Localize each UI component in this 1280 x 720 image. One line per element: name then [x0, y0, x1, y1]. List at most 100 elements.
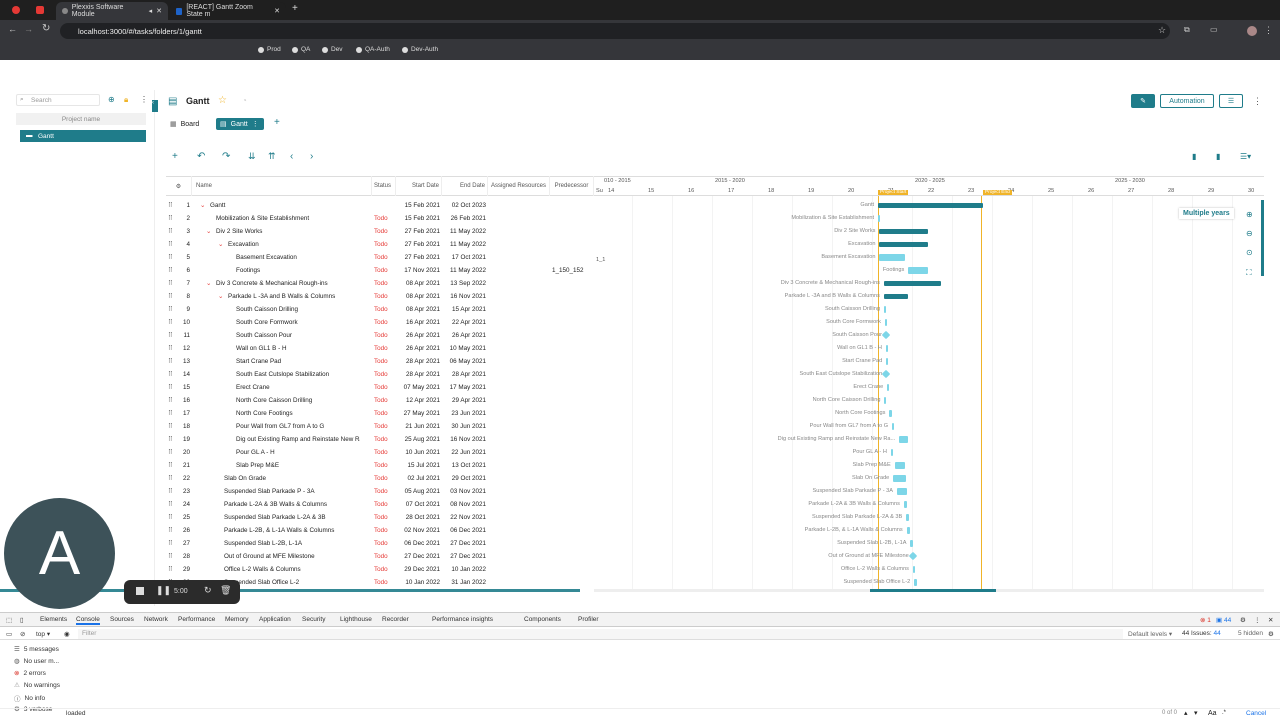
task-bar[interactable] — [889, 410, 893, 417]
chevron-down-icon[interactable]: ⌄ — [218, 293, 224, 300]
start-date-cell[interactable]: 07 Oct 2021 — [405, 501, 440, 508]
task-bar[interactable] — [896, 488, 907, 495]
table-row[interactable]: ⠿ 28 Out of Ground at MFE Milestone Todo 27 … — [166, 550, 594, 563]
drag-handle-icon[interactable]: ⠿ — [168, 436, 173, 443]
bookmark-prod[interactable]: Prod — [258, 46, 281, 53]
drag-handle-icon[interactable]: ⠿ — [168, 345, 173, 352]
task-bar[interactable] — [910, 540, 913, 547]
log-levels-select[interactable]: Default levels ▾ — [1128, 631, 1173, 638]
end-date-cell[interactable]: 10 Jan 2022 — [451, 566, 486, 573]
col-end-date[interactable]: End Date — [442, 176, 488, 196]
end-date-cell[interactable]: 15 Apr 2021 — [452, 306, 486, 313]
table-row[interactable]: ⠿ 4 ⌄ Excavation Todo 27 Feb 2021 11 May 2022 — [166, 238, 594, 251]
add-task-button[interactable]: + — [172, 151, 178, 162]
start-date-cell[interactable]: 27 Feb 2021 — [404, 254, 440, 261]
fullscreen-icon[interactable]: ⛶ — [1246, 268, 1252, 277]
close-icon[interactable]: ✕ — [156, 8, 162, 15]
url-input[interactable]: localhost:3000/#/tasks/folders/1/gantt — [60, 23, 1170, 39]
devtools-tab-network[interactable]: Network — [144, 616, 168, 623]
drag-handle-icon[interactable]: ⠿ — [168, 371, 173, 378]
start-date-cell[interactable]: 15 Jul 2021 — [407, 462, 440, 469]
task-name[interactable]: Gantt — [210, 202, 226, 209]
back-icon[interactable]: ← — [8, 24, 17, 34]
start-date-cell[interactable]: 26 Apr 2021 — [406, 345, 440, 352]
devtools-tab-perf-insights[interactable]: Performance insights — [432, 616, 494, 623]
cast-icon[interactable]: ▭ — [1210, 25, 1218, 34]
inspect-icon[interactable]: ⬚ — [6, 617, 13, 624]
start-date-cell[interactable]: 08 Apr 2021 — [406, 280, 440, 287]
status-cell[interactable]: Todo — [374, 254, 388, 261]
export-file-icon[interactable]: ▮ — [1216, 152, 1221, 161]
milestone-marker[interactable] — [881, 330, 891, 340]
status-cell[interactable]: Todo — [374, 514, 388, 521]
drag-handle-icon[interactable]: ⠿ — [168, 332, 173, 339]
end-date-cell[interactable]: 16 Nov 2021 — [450, 293, 486, 300]
drag-handle-icon[interactable]: ⠿ — [168, 280, 173, 287]
start-date-cell[interactable]: 08 Apr 2021 — [406, 306, 440, 313]
status-cell[interactable]: Todo — [374, 384, 388, 391]
context-select[interactable]: top ▾ — [36, 631, 51, 638]
zoom-in-icon[interactable]: ⊕ — [1246, 210, 1253, 219]
undo-icon[interactable]: ↶ — [197, 151, 206, 162]
zoom-fit-icon[interactable]: ⊙ — [1246, 248, 1253, 257]
bookmark-qa-auth[interactable]: QA-Auth — [356, 46, 390, 53]
task-bar[interactable] — [885, 345, 888, 352]
end-date-cell[interactable]: 03 Nov 2021 — [450, 488, 486, 495]
status-cell[interactable]: Todo — [374, 397, 388, 404]
task-name[interactable]: Slab Prep M&E — [236, 462, 280, 469]
tab-plexxis[interactable]: Plexxis Software Module ◂ ✕ — [56, 2, 168, 20]
drag-handle-icon[interactable]: ⠿ — [168, 423, 173, 430]
status-cell[interactable]: Todo — [374, 553, 388, 560]
start-date-cell[interactable]: 28 Apr 2021 — [406, 371, 440, 378]
columns-menu-icon[interactable]: ☰▾ — [1240, 152, 1252, 161]
task-name[interactable]: South Caisson Drilling — [236, 306, 298, 313]
task-name[interactable]: Mobilization & Site Establishment — [216, 215, 310, 222]
table-row[interactable]: ⠿ 10 South Core Formwork Todo 16 Apr 2021 22 … — [166, 316, 594, 329]
close-icon[interactable]: ✕ — [274, 8, 280, 15]
status-cell[interactable]: Todo — [374, 280, 388, 287]
table-row[interactable]: ⠿ 1 ⌄ Gantt 15 Feb 2021 02 Oct 2023 — [166, 199, 594, 212]
task-name[interactable]: Parkade L -3A and B Walls & Columns — [228, 293, 336, 300]
table-row[interactable]: ⠿ 24 Parkade L-2A & 3B Walls & Columns Todo… — [166, 498, 594, 511]
col-status[interactable]: Status — [372, 176, 396, 196]
start-date-cell[interactable]: 02 Nov 2021 — [404, 527, 440, 534]
task-name[interactable]: Suspended Slab Parkade L-2A & 3B — [224, 514, 326, 521]
table-row[interactable]: ⠿ 5 Basement Excavation Todo 27 Feb 2021 17 O… — [166, 251, 594, 264]
end-date-cell[interactable]: 10 May 2021 — [449, 345, 486, 352]
start-date-cell[interactable]: 06 Dec 2021 — [404, 540, 440, 547]
vertical-scrollbar-thumb[interactable] — [1261, 200, 1264, 276]
start-date-cell[interactable]: 16 Apr 2021 — [406, 319, 440, 326]
status-cell[interactable]: Todo — [374, 540, 388, 547]
extensions-icon[interactable]: ⧉ — [1184, 25, 1190, 34]
delete-icon[interactable]: 🗑︎ — [220, 585, 232, 595]
task-name[interactable]: Excavation — [228, 241, 259, 248]
status-cell[interactable]: Todo — [374, 566, 388, 573]
end-date-cell[interactable]: 17 Oct 2021 — [451, 254, 486, 261]
status-cell[interactable]: Todo — [374, 501, 388, 508]
end-date-cell[interactable]: 16 Nov 2021 — [450, 436, 486, 443]
status-cell[interactable]: Todo — [374, 488, 388, 495]
task-name[interactable]: Div 2 Site Works — [216, 228, 263, 235]
issues-button[interactable]: 44 Issues: 44 — [1182, 630, 1221, 637]
summary-bar[interactable] — [879, 242, 928, 247]
task-name[interactable]: Dig out Existing Ramp and Reinstate New … — [236, 436, 360, 443]
table-row[interactable]: ⠿ 17 North Core Footings Todo 27 May 2021 23 … — [166, 407, 594, 420]
start-date-cell[interactable]: 21 Jun 2021 — [405, 423, 440, 430]
bookmark-dev-auth[interactable]: Dev-Auth — [402, 46, 438, 53]
task-name[interactable]: Suspended Slab Parkade P - 3A — [224, 488, 315, 495]
task-name[interactable]: Basement Excavation — [236, 254, 297, 261]
devtools-tab-application[interactable]: Application — [259, 616, 291, 623]
task-bar[interactable] — [899, 436, 909, 443]
more-icon[interactable]: ⋮ — [140, 95, 148, 104]
task-name[interactable]: South Core Formwork — [236, 319, 298, 326]
reload-icon[interactable]: ↻ — [42, 23, 51, 34]
match-case-toggle[interactable]: Aa — [1208, 710, 1217, 717]
add-icon[interactable]: ⊕ — [108, 95, 115, 104]
devtools-tab-security[interactable]: Security — [302, 616, 326, 623]
bookmark-qa[interactable]: QA — [292, 46, 310, 53]
task-name[interactable]: Pour GL A - H — [236, 449, 275, 456]
drag-handle-icon[interactable]: ⠿ — [168, 397, 173, 404]
more-icon[interactable]: ⋮ — [1253, 96, 1262, 106]
end-date-cell[interactable]: 29 Apr 2021 — [452, 397, 486, 404]
warn-badge[interactable]: ▣ 44 — [1216, 617, 1232, 624]
